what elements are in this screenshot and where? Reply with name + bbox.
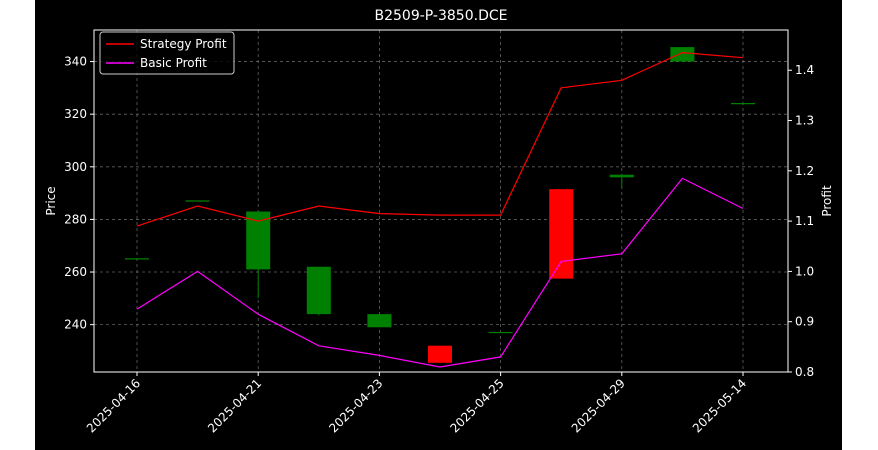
y-axis-label-right: Profit <box>820 185 834 217</box>
y-tick-label-right: 1.0 <box>795 264 814 278</box>
y-tick-label-left: 260 <box>64 265 87 279</box>
candle-layer <box>125 47 755 363</box>
x-tick-label: 2025-04-16 <box>84 376 143 435</box>
candle-body <box>609 174 634 178</box>
y-tick-label-right: 1.1 <box>795 214 814 228</box>
strategy-profit-line <box>136 51 744 227</box>
y-tick-label-left: 240 <box>64 318 87 332</box>
legend-label-basic-profit: Basic Profit <box>140 56 207 70</box>
candle-body <box>670 47 695 62</box>
y-tick-label-left: 340 <box>64 55 87 69</box>
y-tick-label-right: 1.3 <box>795 114 814 128</box>
y-tick-label-left: 320 <box>64 107 87 121</box>
candle-body <box>549 189 574 279</box>
plot-frame <box>93 29 789 373</box>
candle-body <box>428 345 452 363</box>
chart-figure: 240 260 280 300 320 340 0.8 0.9 1.0 1.1 1.2 1.3 1.4 2… <box>35 0 842 450</box>
y-tick-label-left: 280 <box>64 212 87 226</box>
line-layer <box>136 51 744 368</box>
legend-label-strategy-profit: Strategy Profit <box>140 37 227 51</box>
axis-layer: 240 260 280 300 320 340 0.8 0.9 1.0 1.1 1.2 1.3 1.4 2… <box>64 55 814 436</box>
x-tick-label: 2025-04-21 <box>205 376 264 435</box>
y-tick-label-right: 1.2 <box>795 164 814 178</box>
candle-body <box>306 266 331 315</box>
legend: Strategy Profit Basic Profit <box>99 31 235 75</box>
candle-body <box>246 211 271 270</box>
y-tick-label-left: 300 <box>64 160 87 174</box>
y-tick-label-right: 1.4 <box>795 63 814 77</box>
y-axis-label-left: Price <box>44 186 58 215</box>
x-tick-label: 2025-04-25 <box>448 376 507 435</box>
x-tick-label: 2025-04-29 <box>569 376 628 435</box>
x-tick-label: 2025-04-23 <box>326 376 385 435</box>
chart-title: B2509-P-3850.DCE <box>375 8 508 24</box>
candle-body <box>367 314 392 328</box>
x-tick-label: 2025-05-14 <box>690 376 749 435</box>
y-tick-label-right: 0.8 <box>795 365 814 379</box>
chart-svg: 240 260 280 300 320 340 0.8 0.9 1.0 1.1 1.2 1.3 1.4 2… <box>44 8 834 436</box>
y-tick-label-right: 0.9 <box>795 315 814 329</box>
basic-profit-line <box>136 177 744 368</box>
